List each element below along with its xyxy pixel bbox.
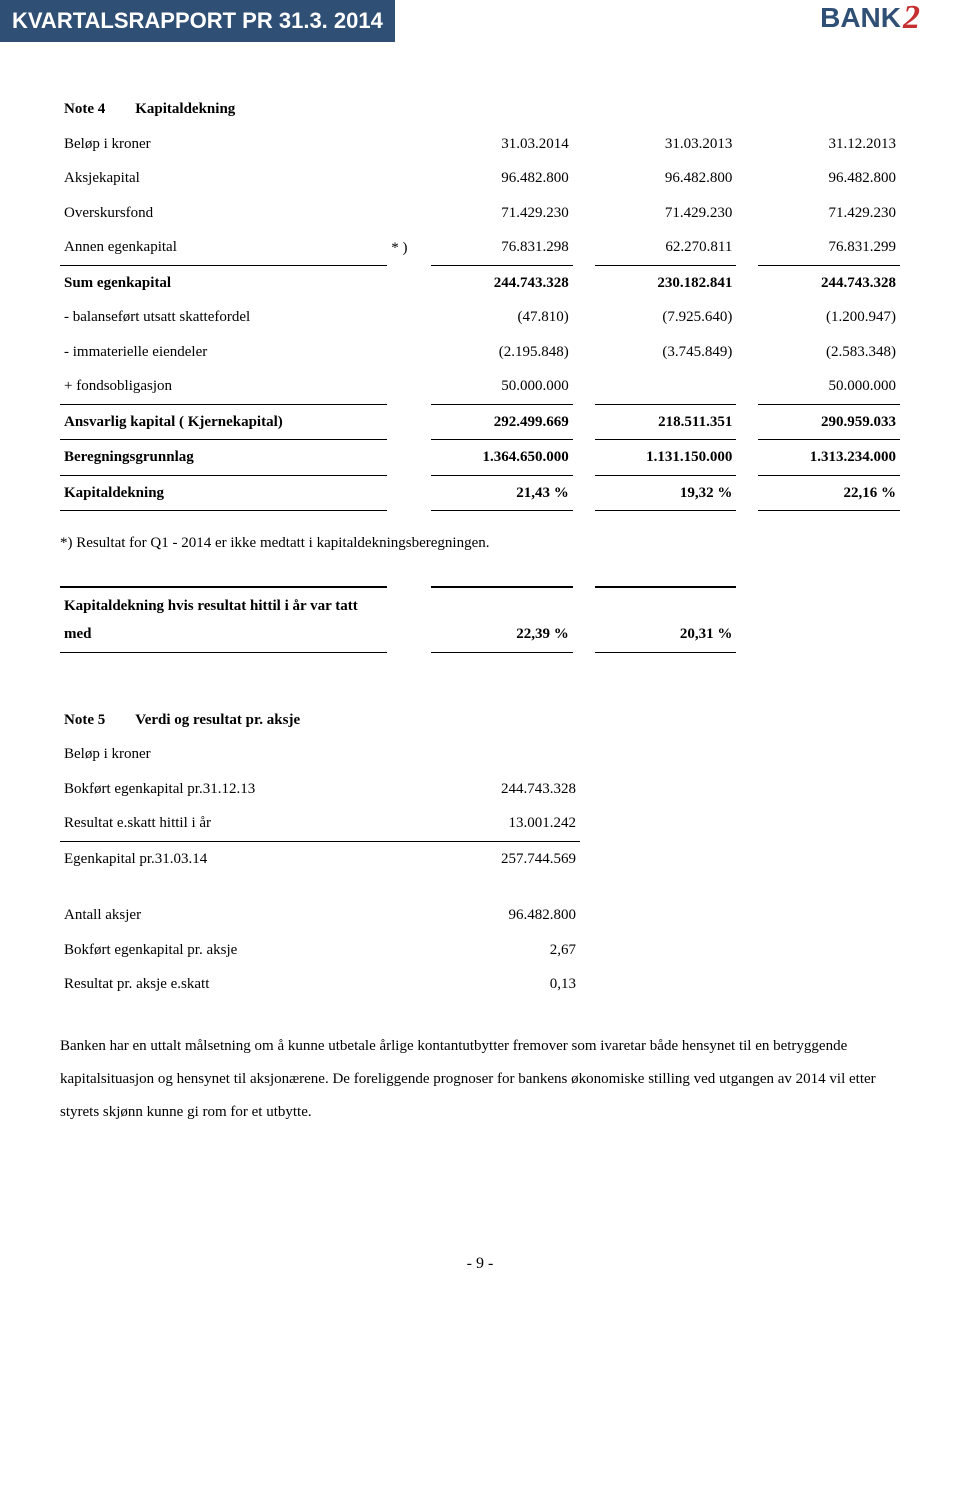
cell: (2.195.848) (431, 335, 573, 370)
col-header-1: 31.03.2014 (431, 127, 573, 162)
cell: 244.743.328 (436, 772, 580, 807)
cell: 20,31 % (595, 589, 737, 653)
cell: 96.482.800 (431, 161, 573, 196)
row-antall-label: Antall aksjer (60, 898, 436, 933)
note5-label: Note 5 Verdi og resultat pr. aksje (60, 703, 580, 738)
row-annen-label: Annen egenkapital (60, 230, 387, 265)
row-bokfort-ek-label: Bokført egenkapital pr.31.12.13 (60, 772, 436, 807)
cell: 19,32 % (595, 475, 737, 511)
cell: 292.499.669 (431, 404, 573, 440)
cell: 50.000.000 (758, 369, 900, 404)
cell: 1.131.150.000 (595, 440, 737, 476)
note4-hvis-table: Kapitaldekning hvis resultat hittil i år… (60, 586, 900, 653)
row-hvis-label: Kapitaldekning hvis resultat hittil i år… (60, 589, 387, 653)
row-annen-mark: * ) (387, 230, 431, 265)
note4-table: Note 4 Kapitaldekning Beløp i kroner 31.… (60, 92, 900, 511)
header-row: KVARTALSRAPPORT PR 31.3. 2014 BANK2 (0, 0, 960, 42)
note5-units: Beløp i kroner (60, 737, 580, 772)
cell: 96.482.800 (595, 161, 737, 196)
cell: 50.000.000 (431, 369, 573, 404)
cell: 21,43 % (431, 475, 573, 511)
cell: 96.482.800 (758, 161, 900, 196)
report-header: KVARTALSRAPPORT PR 31.3. 2014 (0, 0, 395, 42)
cell: 230.182.841 (595, 265, 737, 300)
cell: 218.511.351 (595, 404, 737, 440)
row-overskursfond-label: Overskursfond (60, 196, 387, 231)
cell: 257.744.569 (436, 841, 580, 876)
row-immaterielle-label: - immaterielle eiendeler (60, 335, 387, 370)
row-balansefort-label: - balanseført utsatt skattefordel (60, 300, 387, 335)
cell: (3.745.849) (595, 335, 737, 370)
note5-number: Note 5 (64, 712, 105, 728)
bank-logo: BANK2 (820, 0, 920, 37)
cell: (1.200.947) (758, 300, 900, 335)
logo-digit: 2 (903, 0, 920, 37)
row-kapdek-label: Kapitaldekning (60, 475, 387, 511)
row-egenkapital-label: Egenkapital pr.31.03.14 (60, 841, 436, 876)
note4-title: Kapitaldekning (135, 101, 235, 117)
cell: 13.001.242 (436, 806, 580, 841)
note4-footnote: *) Resultat for Q1 - 2014 er ikke medtat… (60, 529, 900, 558)
row-resultat-aksje-label: Resultat pr. aksje e.skatt (60, 967, 436, 1002)
cell: 96.482.800 (436, 898, 580, 933)
header-title: KVARTALSRAPPORT PR 31.3. 2014 (12, 8, 383, 34)
col-header-2: 31.03.2013 (595, 127, 737, 162)
cell: 2,67 (436, 933, 580, 968)
cell: 244.743.328 (431, 265, 573, 300)
row-beregning-label: Beregningsgrunnlag (60, 440, 387, 476)
cell: 76.831.299 (758, 230, 900, 265)
cell (595, 369, 737, 404)
page-number: - 9 - (60, 1249, 900, 1279)
row-sum-label: Sum egenkapital (60, 265, 387, 300)
cell: 22,16 % (758, 475, 900, 511)
cell: 244.743.328 (758, 265, 900, 300)
cell: 290.959.033 (758, 404, 900, 440)
note5-table: Note 5 Verdi og resultat pr. aksje Beløp… (60, 703, 580, 1002)
row-aksjekapital-label: Aksjekapital (60, 161, 387, 196)
row-resultat-skatt-label: Resultat e.skatt hittil i år (60, 806, 436, 841)
cell: 0,13 (436, 967, 580, 1002)
logo-text: BANK (820, 2, 901, 34)
cell: 1.364.650.000 (431, 440, 573, 476)
cell: (7.925.640) (595, 300, 737, 335)
page-content: Note 4 Kapitaldekning Beløp i kroner 31.… (0, 42, 960, 1319)
row-ansvarlig-label: Ansvarlig kapital ( Kjernekapital) (60, 404, 387, 440)
col-header-3: 31.12.2013 (758, 127, 900, 162)
cell: 71.429.230 (595, 196, 737, 231)
cell: (2.583.348) (758, 335, 900, 370)
note4-number: Note 4 (64, 101, 105, 117)
cell: 1.313.234.000 (758, 440, 900, 476)
cell: 71.429.230 (431, 196, 573, 231)
cell: 76.831.298 (431, 230, 573, 265)
note5-paragraph: Banken har en uttalt målsetning om å kun… (60, 1030, 900, 1129)
row-bokfort-ek-aksje-label: Bokført egenkapital pr. aksje (60, 933, 436, 968)
row-fonds-label: + fondsobligasjon (60, 369, 387, 404)
note4-label: Note 4 Kapitaldekning (60, 92, 387, 127)
cell: 62.270.811 (595, 230, 737, 265)
units-label: Beløp i kroner (60, 127, 387, 162)
cell: (47.810) (431, 300, 573, 335)
cell: 22,39 % (431, 589, 573, 653)
cell: 71.429.230 (758, 196, 900, 231)
note5-title: Verdi og resultat pr. aksje (135, 712, 300, 728)
